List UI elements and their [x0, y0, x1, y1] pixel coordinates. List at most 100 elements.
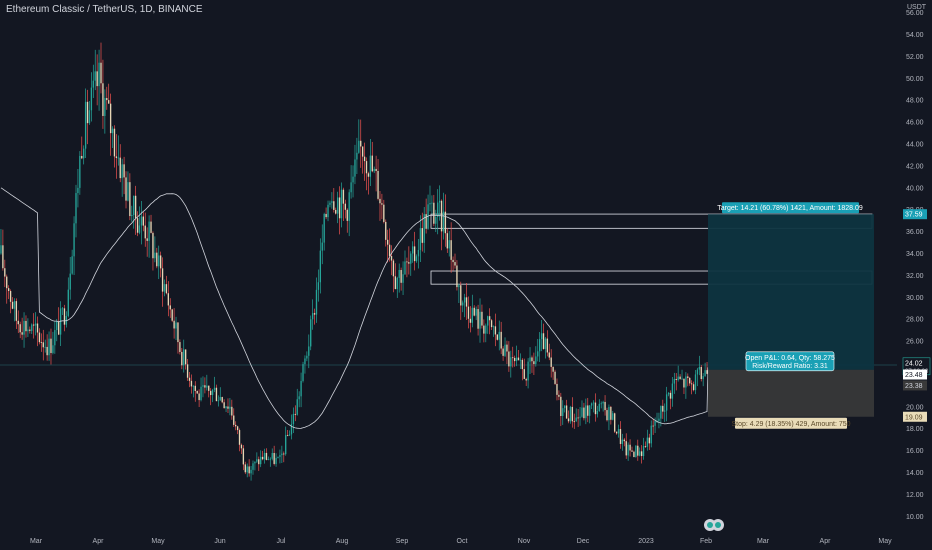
candle-body: [146, 238, 148, 241]
candle-body: [32, 324, 35, 326]
x-tick-label: Mar: [30, 538, 43, 545]
candle-body: [417, 249, 420, 257]
candle-body: [7, 288, 10, 292]
candle-body: [450, 240, 452, 260]
candle-body: [590, 403, 593, 406]
candle-body: [83, 148, 85, 159]
candle-body: [96, 71, 98, 87]
y-tick-label: 26.00: [906, 339, 924, 346]
candle-body: [63, 308, 66, 325]
x-tick-label: Mar: [757, 538, 770, 545]
candle-body: [508, 351, 510, 367]
stop-label-text: Stop: 4.29 (18.35%) 429, Amount: 750: [731, 421, 850, 428]
y-tick-label: 12.00: [906, 492, 924, 499]
candle-body: [286, 435, 289, 436]
candle-body: [321, 242, 323, 251]
candle-body: [513, 357, 516, 362]
candle-body: [46, 346, 48, 356]
candle-body: [571, 406, 574, 422]
candle-body: [596, 411, 599, 415]
candle-body: [167, 293, 170, 306]
candle-body: [298, 396, 300, 400]
candle-body: [327, 204, 329, 218]
stop-zone[interactable]: [708, 369, 874, 417]
y-tick-label: 50.00: [906, 76, 924, 83]
y-tick-label: 14.00: [906, 470, 924, 477]
candle-body: [111, 128, 114, 134]
candle-body: [379, 198, 381, 204]
candle-body: [36, 323, 39, 333]
candle-body: [629, 444, 631, 451]
candle-body: [435, 216, 437, 224]
candle-body: [419, 228, 422, 250]
target-zone[interactable]: [708, 214, 874, 370]
candle-body: [194, 385, 196, 391]
candle-body: [38, 332, 41, 343]
y-tick-label: 34.00: [906, 251, 924, 258]
x-tick-label: Sep: [396, 538, 409, 545]
candle-body: [102, 83, 104, 116]
candle-body: [689, 377, 691, 384]
candle-body: [61, 308, 64, 310]
candle-body: [354, 159, 356, 177]
candle-body: [192, 385, 195, 387]
y-tick-label: 20.00: [906, 404, 924, 411]
candle-body: [304, 358, 306, 365]
candle-body: [550, 357, 552, 367]
candle-body: [271, 452, 273, 459]
candle-body: [181, 351, 183, 366]
candle-body: [425, 214, 427, 229]
candle-body: [546, 338, 549, 353]
candle-body: [279, 455, 281, 457]
candle-body: [581, 407, 583, 417]
candle-body: [256, 459, 258, 462]
target-label-bg: [722, 202, 859, 214]
position-layer[interactable]: Target: 14.21 (60.78%) 1421, Amount: 182…: [708, 202, 874, 429]
candle-body: [109, 103, 112, 134]
candle-body: [246, 466, 248, 473]
candle-body: [115, 156, 118, 158]
candle-body: [340, 189, 343, 219]
candle-body: [98, 62, 100, 87]
x-tick-label: Feb: [700, 538, 712, 545]
candle-body: [317, 282, 320, 290]
candle-body: [52, 345, 54, 353]
candle-body: [679, 376, 681, 380]
candle-body: [463, 297, 466, 303]
candle-body: [454, 262, 456, 266]
candle-body: [136, 218, 139, 233]
candle-body: [496, 334, 499, 340]
candle-body: [161, 268, 164, 292]
candle-body: [431, 202, 433, 204]
candle-body: [413, 246, 416, 262]
candle-body: [506, 344, 508, 352]
candle-body: [248, 466, 250, 474]
candle-body: [706, 370, 708, 374]
candle-body: [34, 323, 37, 326]
candle-body: [406, 261, 408, 263]
y-tick-label: 46.00: [906, 120, 924, 127]
candle-body: [540, 333, 543, 340]
candle-body: [683, 378, 685, 388]
candle-body: [367, 173, 370, 177]
candle-body: [448, 240, 450, 249]
candle-body: [585, 405, 587, 419]
candle-body: [577, 417, 579, 419]
candle-body: [408, 262, 410, 264]
candle-body: [635, 445, 637, 458]
candle-body: [664, 410, 666, 412]
candle-body: [325, 213, 327, 218]
candle-body: [140, 216, 143, 226]
candle-body: [215, 387, 218, 402]
candle-body: [113, 128, 116, 157]
candle-body: [333, 201, 335, 210]
candle-body: [475, 309, 477, 316]
y-tick-label: 56.00: [906, 10, 924, 17]
y-tick-label: 42.00: [906, 163, 924, 170]
candle-body: [402, 274, 404, 283]
candle-body: [125, 177, 127, 201]
candle-body: [127, 182, 129, 201]
candle-body: [556, 383, 558, 395]
candle-body: [477, 309, 479, 329]
